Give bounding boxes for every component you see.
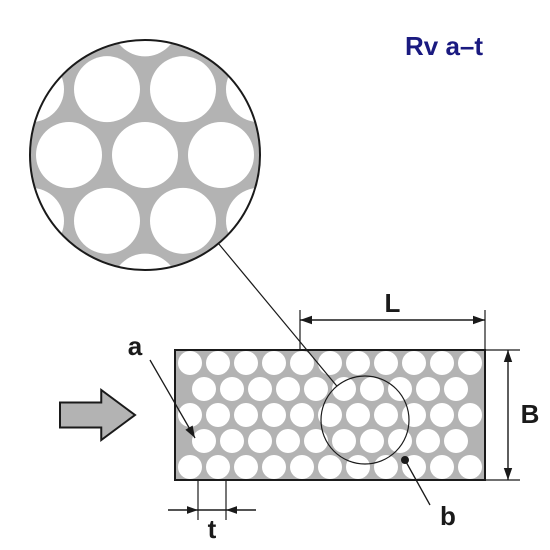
perforated-sheet (175, 350, 485, 480)
dim-L-label: L (385, 288, 401, 318)
label-b: b (440, 501, 456, 531)
dim-B-label: B (521, 399, 540, 429)
label-a: a (128, 331, 143, 361)
dim-t-label: t (208, 514, 217, 544)
label-b-dot (401, 456, 409, 464)
formula-title: Rv a–t (405, 31, 483, 61)
